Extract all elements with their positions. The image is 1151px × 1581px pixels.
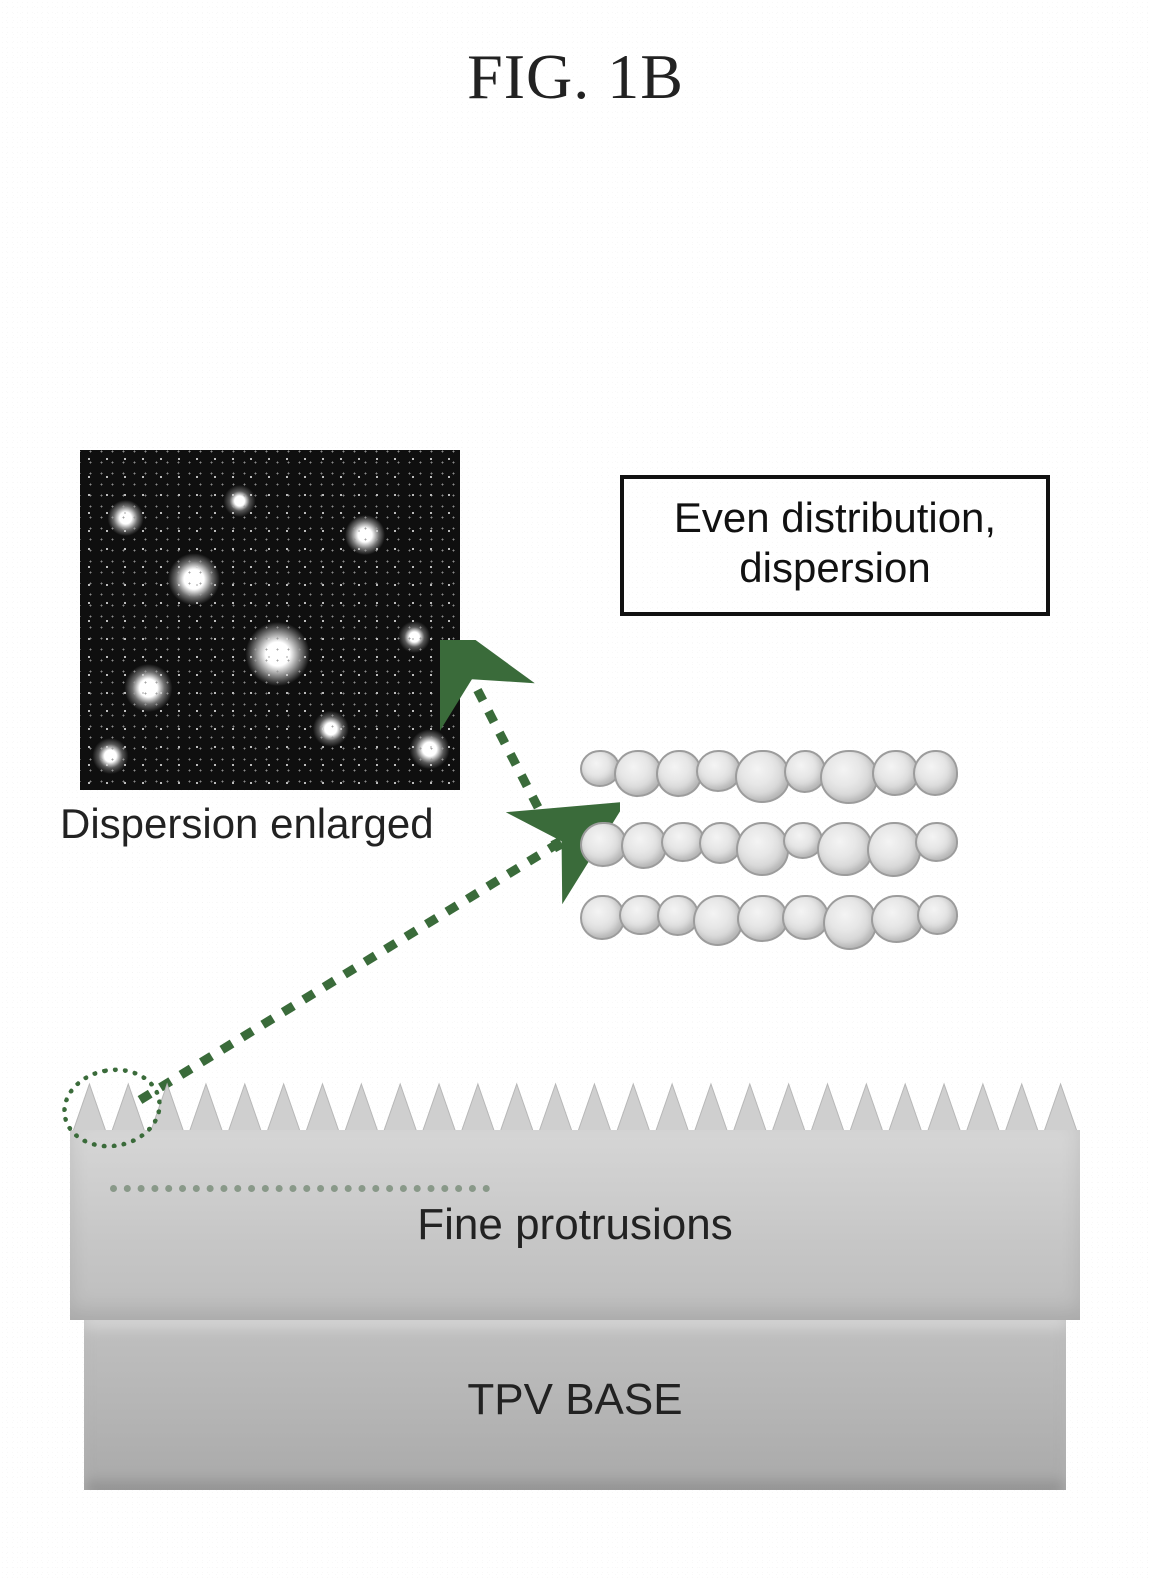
- particle-blob: [693, 895, 743, 946]
- upper-layer-fine-protrusions: Fine protrusions: [70, 1130, 1080, 1320]
- particle-blob: [621, 822, 667, 869]
- particle-rows: [580, 750, 1080, 968]
- particle-blob: [699, 822, 742, 864]
- particle-blob: [817, 822, 873, 876]
- particle-blob: [820, 750, 878, 804]
- boxed-label-line2: dispersion: [739, 544, 930, 591]
- particle-blob: [871, 895, 923, 943]
- particle-blob: [736, 822, 789, 876]
- particle-blob: [867, 822, 921, 877]
- particle-blob: [737, 895, 788, 942]
- dispersion-enlarged-thumbnail: [80, 450, 460, 790]
- base-layer-label: TPV BASE: [84, 1320, 1066, 1425]
- particle-blob: [735, 750, 790, 803]
- particle-row: [580, 750, 1080, 804]
- particle-row: [580, 895, 1080, 950]
- figure-title: FIG. 1B: [0, 40, 1151, 114]
- particle-blob: [782, 895, 829, 941]
- particle-blob: [614, 750, 662, 797]
- cross-section-block: Fine protrusions TPV BASE: [70, 1080, 1080, 1510]
- particle-blob: [913, 750, 958, 796]
- even-distribution-label-box: Even distribution, dispersion: [620, 475, 1050, 616]
- boxed-label-line1: Even distribution,: [674, 494, 996, 541]
- arrow-from-protrusions: [120, 800, 620, 1120]
- particle-blob: [872, 750, 919, 796]
- particle-blob: [915, 822, 958, 862]
- particle-row: [580, 822, 1080, 877]
- inner-dotted-line: [110, 1185, 490, 1192]
- particle-blob: [823, 895, 877, 950]
- particle-blob: [580, 822, 627, 868]
- particle-blob: [917, 895, 958, 935]
- dispersion-caption: Dispersion enlarged: [60, 800, 500, 848]
- particle-blob: [696, 750, 741, 792]
- base-layer-tpv: TPV BASE: [84, 1320, 1066, 1490]
